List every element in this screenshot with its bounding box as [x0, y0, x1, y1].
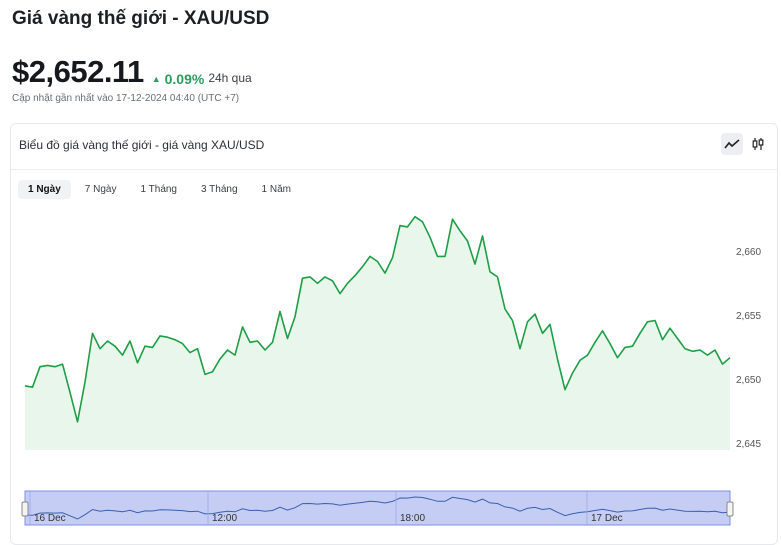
price-change: ▲ 0.09%: [152, 71, 205, 87]
navigator-window: [24, 490, 731, 526]
last-updated: Cập nhật gần nhất vào 17-12-2024 04:40 (…: [12, 93, 240, 104]
candlestick-icon: [752, 138, 764, 150]
y-tick-label: 2,645: [736, 439, 761, 450]
candlestick-button[interactable]: [747, 133, 769, 155]
price-row: $2,652.11 ▲ 0.09% 24h qua: [12, 54, 252, 90]
navigator-right-handle[interactable]: [726, 501, 734, 517]
tab-7-days[interactable]: 7 Ngày: [84, 184, 117, 195]
range-tabs: 1 Ngày 7 Ngày 1 Tháng 3 Tháng 1 Năm: [18, 180, 301, 199]
line-chart-icon: [724, 139, 740, 149]
change-period: 24h qua: [208, 71, 252, 85]
current-price: $2,652.11: [12, 54, 144, 89]
card-divider: [11, 169, 777, 170]
tab-1-day[interactable]: 1 Ngày: [18, 180, 71, 199]
price-area-fill: [25, 216, 730, 450]
chart-type-toggle: [721, 133, 769, 155]
y-tick-label: 2,650: [736, 375, 761, 386]
navigator-label: 18:00: [400, 513, 425, 524]
tab-1-year[interactable]: 1 Năm: [261, 184, 291, 195]
tab-1-month[interactable]: 1 Tháng: [140, 184, 177, 195]
y-tick-label: 2,660: [736, 247, 761, 258]
line-chart-button[interactable]: [721, 133, 743, 155]
change-percent: 0.09%: [164, 71, 205, 87]
navigator-line: [24, 496, 731, 520]
navigator-label: 16 Dec: [34, 513, 66, 524]
price-line: [24, 215, 731, 423]
up-triangle-icon: ▲: [151, 74, 161, 84]
chart-title: Biểu đồ giá vàng thế giới - giá vàng XAU…: [19, 138, 265, 152]
navigator-label: 17 Dec: [591, 513, 623, 524]
page-title: Giá vàng thế giới - XAU/USD: [12, 8, 270, 29]
navigator-label: 12:00: [212, 513, 237, 524]
y-tick-label: 2,655: [736, 311, 761, 322]
navigator-left-handle[interactable]: [21, 501, 29, 517]
tab-3-months[interactable]: 3 Tháng: [201, 184, 238, 195]
